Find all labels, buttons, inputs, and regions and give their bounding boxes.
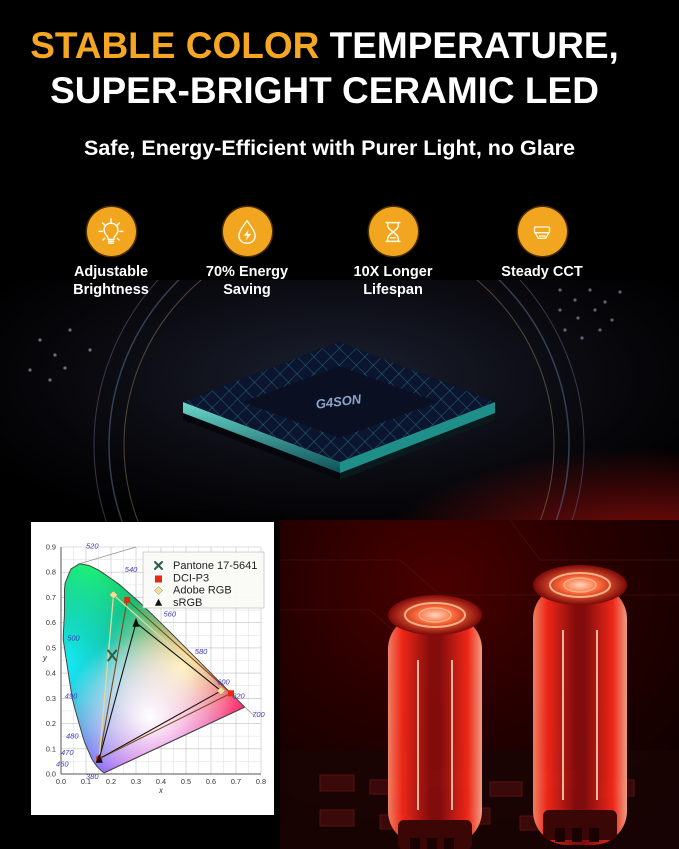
svg-text:0.2: 0.2 <box>106 777 116 786</box>
svg-text:580: 580 <box>195 647 208 656</box>
svg-text:DCI-P3: DCI-P3 <box>173 572 209 584</box>
svg-text:Pantone 17-5641: Pantone 17-5641 <box>173 560 257 572</box>
svg-text:0.6: 0.6 <box>46 618 56 627</box>
svg-text:0.7: 0.7 <box>231 777 241 786</box>
svg-text:0.7: 0.7 <box>46 593 56 602</box>
svg-text:520: 520 <box>86 541 99 550</box>
svg-text:600: 600 <box>217 678 230 687</box>
svg-text:490: 490 <box>65 691 78 700</box>
svg-text:500: 500 <box>67 633 80 642</box>
svg-text:y: y <box>42 654 48 663</box>
svg-text:0.2: 0.2 <box>46 719 56 728</box>
svg-text:0.5: 0.5 <box>46 643 56 652</box>
svg-text:0.5: 0.5 <box>181 777 191 786</box>
svg-text:sRGB: sRGB <box>173 597 202 609</box>
svg-text:0.8: 0.8 <box>46 568 56 577</box>
svg-text:460: 460 <box>56 759 69 768</box>
svg-text:0.3: 0.3 <box>131 777 141 786</box>
svg-text:0.4: 0.4 <box>46 669 56 678</box>
svg-text:Adobe RGB: Adobe RGB <box>173 585 232 597</box>
svg-text:480: 480 <box>66 732 79 741</box>
svg-text:0.0: 0.0 <box>46 770 56 779</box>
svg-text:470: 470 <box>61 748 74 757</box>
svg-text:560: 560 <box>164 609 177 618</box>
svg-text:0.1: 0.1 <box>81 777 91 786</box>
svg-text:0.0: 0.0 <box>56 777 66 786</box>
svg-text:x: x <box>158 786 164 795</box>
svg-text:0.3: 0.3 <box>46 694 56 703</box>
svg-text:0.6: 0.6 <box>206 777 216 786</box>
svg-text:0.9: 0.9 <box>46 543 56 552</box>
svg-text:0.1: 0.1 <box>46 744 56 753</box>
svg-text:0.8: 0.8 <box>256 777 266 786</box>
svg-text:0.4: 0.4 <box>156 777 166 786</box>
svg-text:620: 620 <box>232 691 245 700</box>
svg-text:540: 540 <box>125 565 138 574</box>
svg-text:700: 700 <box>252 710 265 719</box>
